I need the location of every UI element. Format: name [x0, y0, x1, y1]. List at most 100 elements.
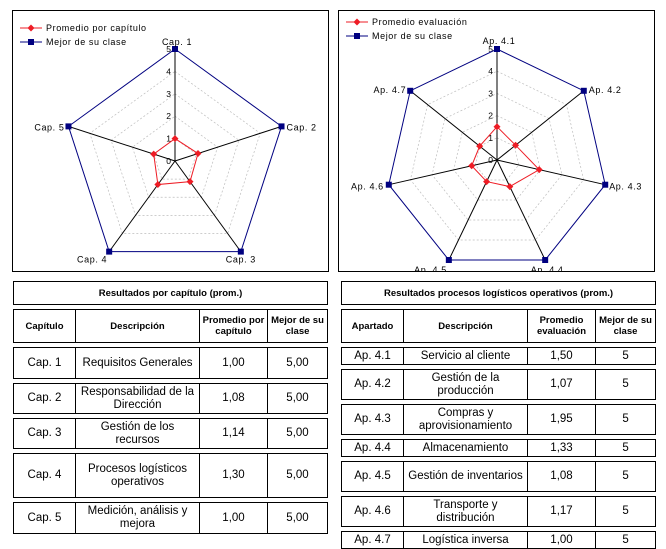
- radar-axis-spoke: [68, 125, 176, 162]
- table-row: Ap. 4.3 Compras y aprovisionamiento 1,95 5: [341, 404, 657, 435]
- row-id-cell: Cap. 4: [13, 453, 76, 498]
- description-cell: Gestión de la producción: [403, 369, 528, 400]
- radar-tick-label: 5: [488, 44, 493, 54]
- radar-tick-label: 2: [166, 111, 171, 121]
- best-in-class-cell: 5: [594, 404, 657, 435]
- table-title: Resultados procesos logísticos operativo…: [340, 281, 657, 305]
- radar-tick-label: 4: [166, 66, 171, 76]
- radar-tick-label: 4: [488, 66, 493, 76]
- radar-gridline: [110, 93, 240, 216]
- table-row: Cap. 5 Medición, análisis y mejora 1,00 5,0…: [13, 502, 328, 534]
- results-table-capitulos: Resultados por capítulo (prom.) Capítulo…: [13, 281, 328, 534]
- radar-axis-spoke: [448, 159, 498, 261]
- best-in-class-point: [602, 181, 609, 188]
- radar-tick-label: 2: [488, 111, 493, 121]
- series-line-average: [153, 137, 199, 186]
- average-point: [493, 123, 501, 131]
- average-cell: 1,17: [527, 496, 596, 527]
- average-cell: 1,00: [199, 347, 268, 379]
- column-header: Mejor de su clase: [594, 309, 657, 343]
- legend-marker: [28, 39, 34, 45]
- radar-gridline: [431, 93, 563, 221]
- average-cell: 1,00: [527, 531, 596, 549]
- series-line-average: [471, 125, 541, 188]
- description-cell: Responsabilidad de la Dirección: [75, 383, 200, 414]
- description-cell: Transporte y distribución: [403, 496, 528, 527]
- average-point: [506, 183, 514, 191]
- table-row: Cap. 1 Requisitos Generales 1,00 5,00: [13, 347, 328, 379]
- column-header: Promedio evaluación: [527, 309, 596, 343]
- legend-entry: Mejor de su clase: [46, 37, 127, 47]
- average-point: [186, 178, 194, 186]
- radar-chart-capitulos: 0 1 2 3 4 5 Cap. 1 Cap. 2 Cap. 3 Cap. 4 Cap. 5 Prom…: [12, 10, 329, 272]
- best-in-class-point: [385, 181, 392, 188]
- category-label: Cap. 5: [34, 122, 64, 132]
- row-id-cell: Cap. 3: [13, 418, 76, 449]
- radar-axis-spoke: [496, 159, 606, 186]
- description-cell: Requisitos Generales: [75, 347, 200, 379]
- category-label: Ap. 4.1: [483, 36, 516, 46]
- radar-axis-spoke: [388, 159, 498, 186]
- category-label: Cap. 3: [226, 255, 256, 265]
- table-row: Ap. 4.6 Transporte y distribución 1,17 5: [341, 496, 657, 527]
- row-id-cell: Cap. 5: [13, 502, 76, 534]
- table-row: Cap. 2 Responsabilidad de la Dirección 1,0…: [13, 383, 328, 414]
- best-in-class-point: [237, 248, 244, 255]
- table-row: Cap. 4 Procesos logísticos operativos 1,30…: [13, 453, 328, 498]
- best-in-class-cell: 5: [594, 496, 657, 527]
- radar-axis-spoke: [496, 90, 585, 161]
- category-label: Ap. 4.4: [531, 265, 564, 271]
- results-table-apartados: Resultados procesos logísticos operativo…: [340, 281, 657, 549]
- best-in-class-cell: 5: [594, 461, 657, 492]
- legend-marker: [354, 33, 360, 39]
- table-row: Ap. 4.2 Gestión de la producción 1,07 5: [341, 369, 657, 400]
- legend-marker: [353, 18, 361, 26]
- best-in-class-point: [106, 248, 113, 255]
- radar-tick-label: 3: [488, 88, 493, 98]
- average-cell: 1,08: [199, 383, 268, 414]
- best-in-class-cell: 5,00: [267, 383, 328, 414]
- row-id-cell: Ap. 4.2: [341, 369, 404, 400]
- table-row: Ap. 4.5 Gestión de inventarios 1,08 5: [341, 461, 657, 492]
- average-point: [468, 162, 476, 170]
- description-cell: Logística inversa: [403, 531, 528, 549]
- description-cell: Almacenamiento: [403, 439, 528, 457]
- series-line-best-in-class: [388, 48, 606, 261]
- column-header: Descripción: [403, 309, 528, 343]
- average-cell: 1,08: [527, 461, 596, 492]
- radar-axis-spoke: [174, 125, 282, 162]
- best-in-class-point: [65, 123, 72, 130]
- best-in-class-cell: 5: [594, 531, 657, 549]
- category-label: Ap. 4.2: [589, 85, 622, 95]
- column-header: Apartado: [341, 309, 404, 343]
- average-cell: 1,33: [527, 439, 596, 457]
- radar-axis-spoke: [108, 160, 176, 252]
- row-id-cell: Ap. 4.3: [341, 404, 404, 435]
- average-cell: 1,07: [527, 369, 596, 400]
- radar-tick-label: 5: [166, 44, 171, 54]
- category-label: Ap. 4.6: [351, 182, 384, 192]
- row-id-cell: Ap. 4.5: [341, 461, 404, 492]
- best-in-class-point: [580, 87, 587, 94]
- legend-entry: Promedio evaluación: [372, 17, 467, 27]
- column-header: Descripción: [75, 309, 200, 343]
- best-in-class-point: [407, 87, 414, 94]
- average-cell: 1,00: [199, 502, 268, 534]
- best-in-class-point: [494, 46, 500, 52]
- average-point: [171, 135, 179, 143]
- average-point: [154, 181, 162, 189]
- average-point: [483, 178, 491, 186]
- radar-tick-label: 0: [488, 155, 493, 165]
- best-in-class-cell: 5,00: [267, 502, 328, 534]
- radar-axis-spoke: [496, 159, 546, 261]
- row-id-cell: Ap. 4.4: [341, 439, 404, 457]
- radar-tick-label: 0: [166, 156, 171, 166]
- table-row: Ap. 4.1 Servicio al cliente 1,50 5: [341, 347, 657, 365]
- radar-axis-spoke: [174, 160, 242, 252]
- row-id-cell: Ap. 4.1: [341, 347, 404, 365]
- description-cell: Gestión de inventarios: [403, 461, 528, 492]
- column-header: Capítulo: [13, 309, 76, 343]
- category-label: Cap. 1: [162, 37, 192, 47]
- average-point: [512, 141, 520, 149]
- row-id-cell: Ap. 4.7: [341, 531, 404, 549]
